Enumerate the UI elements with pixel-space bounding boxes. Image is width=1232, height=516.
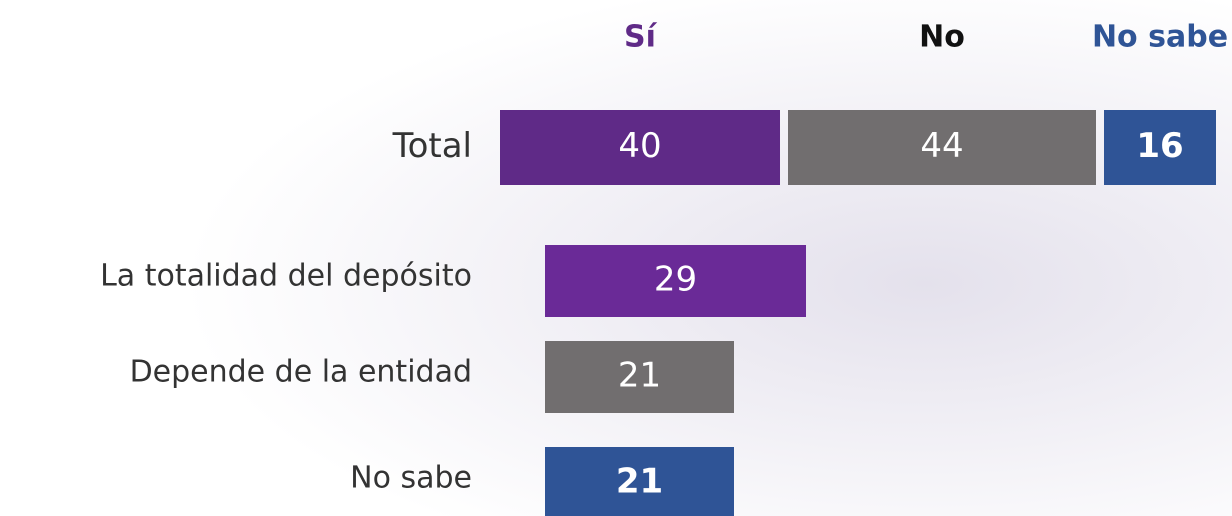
category-label: Depende de la entidad	[130, 355, 472, 390]
category-label: La totalidad del depósito	[100, 259, 472, 294]
category-label: No sabe	[350, 461, 472, 496]
legend-label: Sí	[624, 20, 658, 55]
legend-label: No	[919, 20, 965, 55]
bar	[545, 447, 734, 516]
value-label: 40	[618, 126, 661, 166]
bar-segment	[500, 110, 780, 185]
value-label: 21	[618, 356, 661, 396]
value-label: 16	[1136, 126, 1183, 166]
legend-label: No sabe	[1092, 20, 1228, 55]
value-label: 21	[616, 462, 663, 502]
bar-segment	[1104, 110, 1216, 185]
value-label: 29	[654, 260, 697, 300]
bar-segment	[788, 110, 1096, 185]
bar	[545, 245, 806, 317]
bar	[545, 341, 734, 413]
category-label: Total	[392, 126, 472, 166]
value-label: 44	[920, 126, 963, 166]
